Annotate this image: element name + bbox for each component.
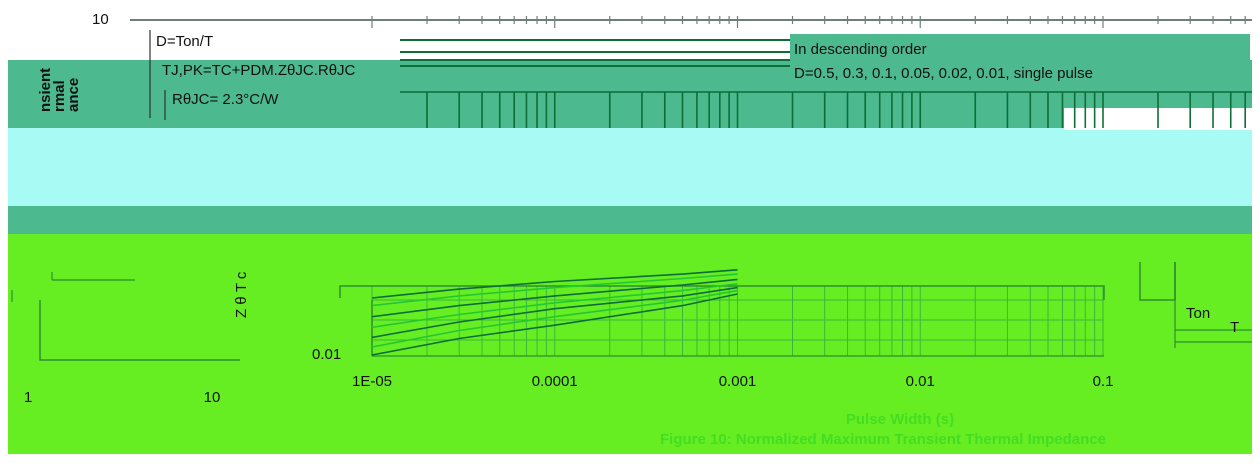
y-tick-label-bottom: 0.01 [312, 346, 341, 363]
duty-cycle-label: D=Ton/T [156, 33, 213, 50]
cyan-band [8, 128, 1252, 206]
t-label: T [1230, 319, 1239, 336]
x-tick-label: 1E-05 [352, 373, 392, 390]
y-label-line-3: ance [65, 78, 82, 112]
legend-order-title: In descending order [794, 41, 927, 58]
small-x-tick-label: 1 [24, 389, 32, 406]
small-x-tick-label: 10 [204, 389, 221, 406]
green-band [8, 234, 1252, 454]
tj-formula-label: TJ,PK=TC+PDM.ZθJC.RθJC [162, 62, 356, 79]
x-tick-label: 0.1 [1093, 373, 1114, 390]
y-tick-label-top: 10 [92, 11, 109, 28]
rth-label: RθJC= 2.3°C/W [172, 91, 279, 108]
teal-band-lower [8, 206, 1252, 234]
z-label-text: Z θ T c [233, 271, 250, 318]
z-label: Z θ T c [233, 271, 250, 318]
x-tick-label: 0.01 [906, 373, 935, 390]
x-tick-label: 0.0001 [532, 373, 578, 390]
x-tick-label: 0.001 [719, 373, 757, 390]
figure-caption: Figure 10: Normalized Maximum Transient … [660, 431, 1106, 448]
x-axis-label: Pulse Width (s) [846, 411, 954, 428]
ton-label: Ton [1186, 305, 1210, 322]
legend-order-values: D=0.5, 0.3, 0.1, 0.05, 0.02, 0.01, singl… [794, 65, 1093, 82]
